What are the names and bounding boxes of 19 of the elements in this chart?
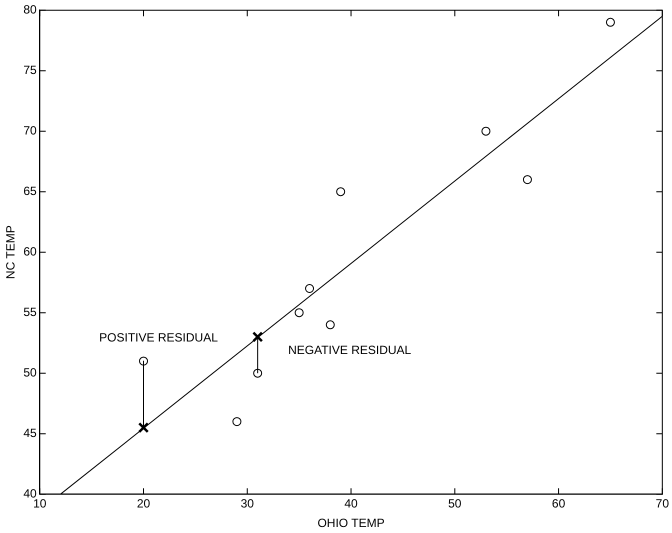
annotation: NEGATIVE RESIDUAL: [288, 343, 412, 358]
x-tick-label: 60: [552, 496, 566, 511]
y-tick-label: 50: [23, 366, 38, 380]
x-tick-label: 30: [240, 496, 254, 511]
x-tick-label: 40: [344, 496, 358, 511]
y-tick-label: 70: [23, 124, 38, 138]
y-tick-label: 45: [23, 426, 38, 440]
x-tick-label: 10: [33, 496, 47, 511]
annotation: POSITIVE RESIDUAL: [99, 330, 218, 344]
y-tick-label: 60: [23, 244, 38, 259]
y-tick-label: 65: [23, 184, 38, 198]
y-axis-title: NC TEMP: [4, 225, 18, 280]
x-tick-label: 70: [656, 496, 670, 511]
y-tick-label: 80: [23, 2, 38, 17]
x-tick-label: 50: [448, 496, 462, 511]
x-axis-title: OHIO TEMP: [317, 516, 385, 530]
y-tick-label: 75: [23, 63, 38, 78]
y-tick-label: 55: [23, 305, 38, 320]
x-tick-label: 20: [136, 496, 151, 511]
